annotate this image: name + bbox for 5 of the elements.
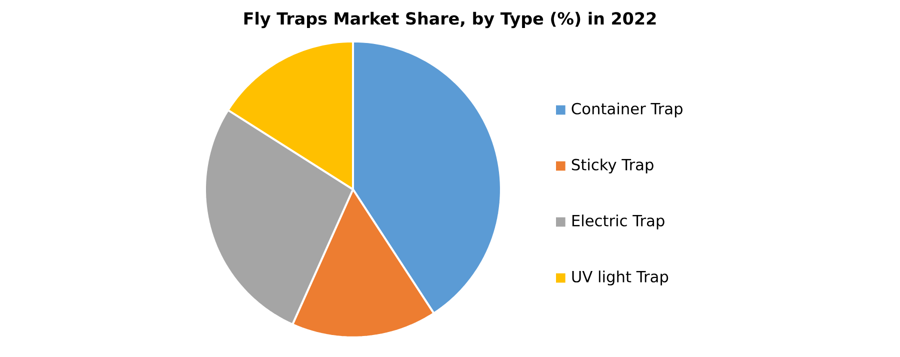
legend-label: Electric Trap [572, 214, 664, 230]
legend-label: UV light Trap [572, 270, 668, 286]
legend-label: Container Trap [572, 102, 682, 118]
chart-title: Fly Traps Market Share, by Type (%) in 2022 [244, 12, 656, 28]
legend-label: Sticky Trap [572, 158, 654, 174]
